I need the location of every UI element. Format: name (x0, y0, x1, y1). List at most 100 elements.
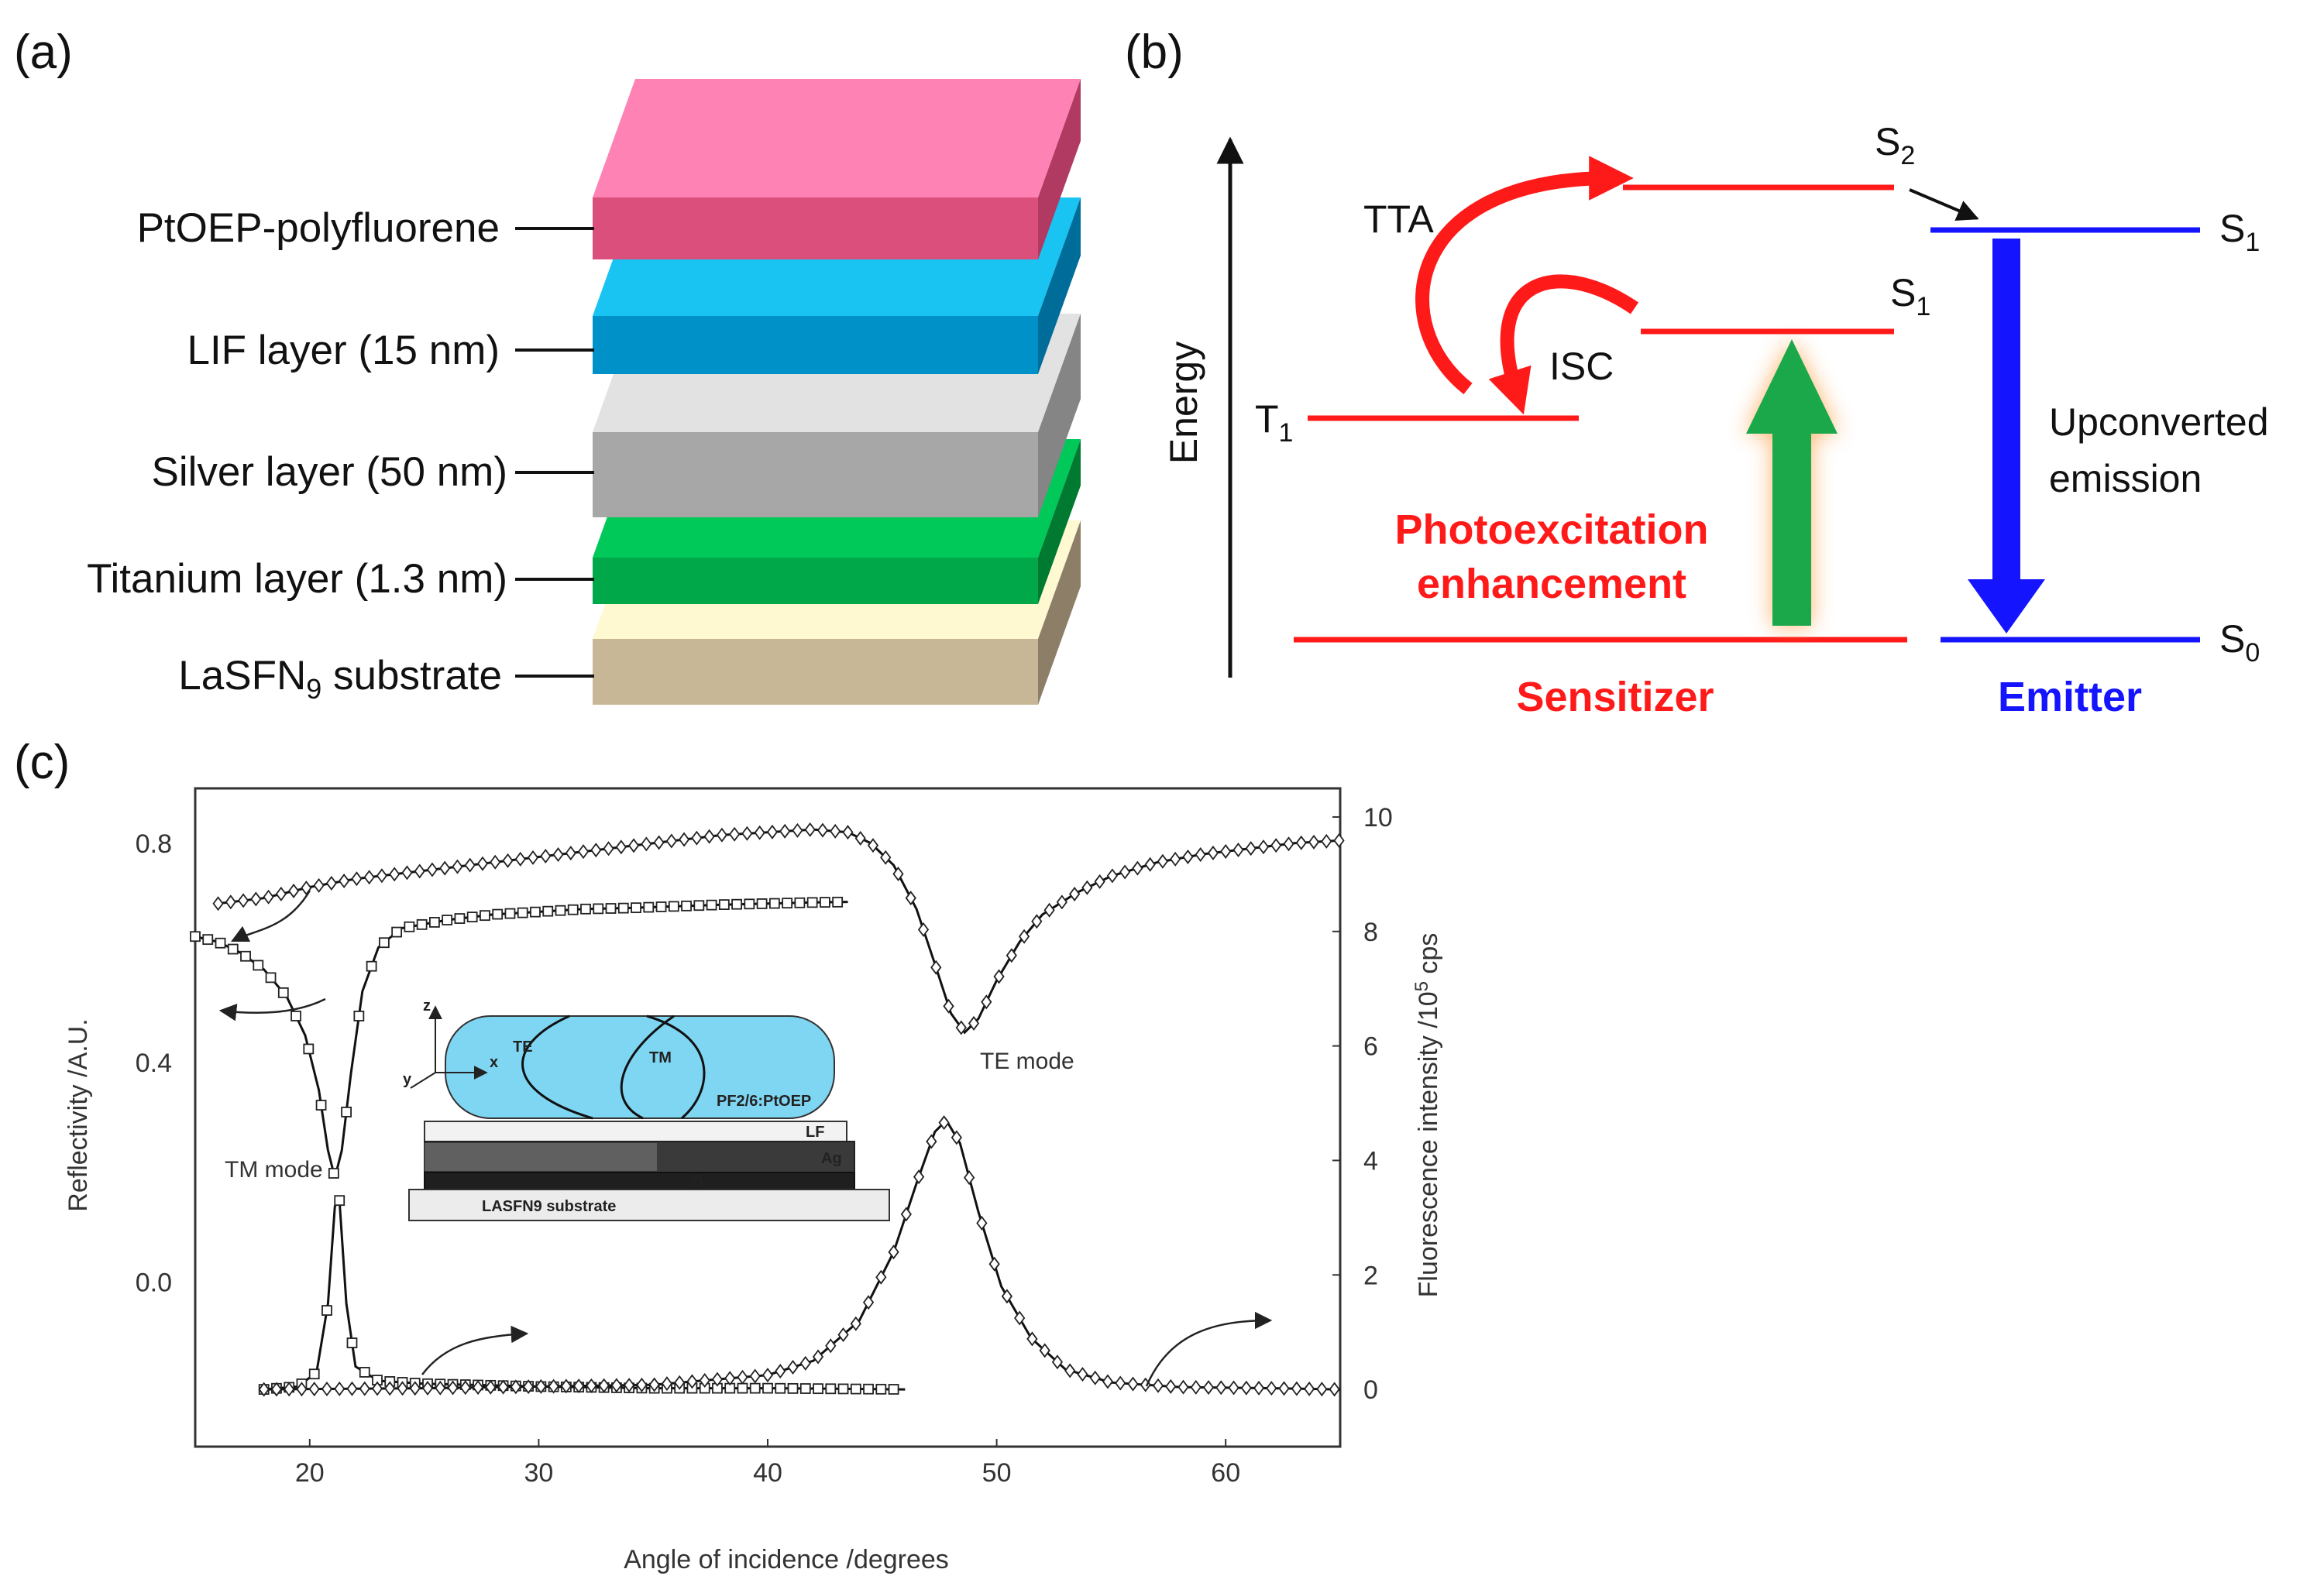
te-reflectivity-point (892, 867, 904, 881)
inset-y-axis (410, 1072, 436, 1089)
te-reflectivity-point (930, 960, 942, 975)
te-reflectivity-point (287, 883, 300, 898)
te-reflectivity-point (1207, 845, 1219, 860)
series-tm-reflectivity (190, 896, 848, 1179)
te-fluorescence-point (447, 1380, 459, 1396)
te-reflectivity-point (842, 825, 854, 840)
right-axis-title: Fluorescence intensity /105 cps (1411, 933, 1443, 1298)
te-fluorescence-point (787, 1359, 799, 1375)
tm-reflectivity-point (567, 904, 579, 915)
te-reflectivity-point (854, 830, 866, 846)
te-reflectivity-point (1119, 864, 1131, 880)
te-reflectivity-point (1006, 948, 1017, 963)
te-reflectivity-point (514, 851, 526, 867)
tm-reflectivity-point (190, 931, 201, 942)
tm-reflectivity-point (429, 917, 440, 928)
panel-c-label: (c) (14, 736, 70, 789)
te-reflectivity-point (476, 856, 489, 871)
te-reflectivity-point (691, 830, 703, 846)
tm-reflectivity-point (378, 937, 390, 949)
tm-fluorescence-point (813, 1383, 823, 1395)
te-fluorescence-point (674, 1375, 686, 1390)
te-reflectivity-point (490, 854, 501, 870)
left-tick-label: 0.0 (136, 1269, 172, 1298)
te-fluorescence-point (761, 1368, 774, 1383)
te-fluorescence-point (775, 1364, 786, 1379)
te-fluorescence-point (1051, 1354, 1064, 1370)
te-fluorescence-point (938, 1115, 950, 1131)
te-reflectivity-point (1170, 851, 1181, 867)
te-fluorescence-point (334, 1381, 346, 1396)
te-fluorescence-point (913, 1169, 925, 1185)
tm-fluorescence-point (799, 1383, 811, 1394)
te-fluorescence-point (862, 1295, 875, 1310)
tm-reflectivity-point (782, 898, 793, 909)
te-fluorescence-point (648, 1377, 660, 1392)
te-fluorescence-point (636, 1377, 648, 1392)
te-reflectivity-point (627, 838, 640, 853)
tm-reflectivity-point (605, 903, 617, 914)
tm-reflectivity-point (504, 908, 516, 919)
inset-polymer-layer (445, 1015, 835, 1119)
layer-label-lif: LIF layer (15 nm) (187, 328, 500, 373)
te-reflectivity-point (225, 894, 236, 910)
te-fluorescence-point (825, 1338, 837, 1354)
te-reflectivity-point (1144, 857, 1156, 872)
tm-reflectivity-point (555, 905, 566, 916)
te-reflectivity-point (917, 922, 930, 937)
tm-reflectivity-point (617, 902, 629, 914)
series-layer (190, 822, 1345, 1397)
te-fluorescence-point (711, 1372, 724, 1387)
te-reflectivity-point (641, 836, 652, 852)
left-axis-title: Reflectivity /A.U. (64, 1018, 93, 1211)
te-reflectivity-point (502, 853, 514, 868)
right-tick-label: 10 (1363, 803, 1393, 833)
panel-a: (a) PtOEP (14, 26, 1081, 705)
te-fluorescence-point (573, 1378, 585, 1394)
te-reflectivity-point (1106, 868, 1119, 884)
te-reflectivity-point (263, 889, 274, 905)
te-reflectivity-point (716, 827, 728, 843)
te-reflectivity-point (1081, 880, 1093, 895)
tm-fluorescence-point (775, 1382, 786, 1394)
te-fluorescence-point (661, 1376, 673, 1392)
te-fluorescence-point (321, 1382, 333, 1397)
te-reflectivity-point (439, 860, 451, 876)
te-reflectivity-point (615, 839, 627, 855)
te-fluorescence-point (258, 1382, 270, 1397)
tm-reflectivity-point (240, 950, 251, 962)
te-fluorescence-point (850, 1316, 861, 1331)
tm-reflectivity-point (681, 900, 692, 912)
inset-layer-label: PF2/6:PtOEP (717, 1093, 811, 1110)
inset-tm-label: TM (649, 1049, 672, 1066)
photoexcitation-arrow (1746, 339, 1838, 626)
te-fluorescence-point (812, 1349, 824, 1365)
te-reflectivity-point (426, 862, 438, 877)
te-reflectivity-point (1321, 833, 1332, 849)
tm-reflectivity-point (530, 906, 541, 918)
inset-y-label: y (403, 1071, 412, 1088)
te-fluorescence-point (1215, 1380, 1227, 1396)
te-reflectivity-point (703, 829, 715, 844)
te-reflectivity-point (1283, 836, 1294, 852)
te-mode-label: TE mode (980, 1049, 1074, 1074)
te-fluorescence-point (1228, 1380, 1239, 1396)
emission-arrow (1968, 239, 2045, 633)
tm-reflectivity-point (693, 900, 705, 912)
te-reflectivity-point (779, 823, 791, 839)
te-reflectivity-point (1132, 860, 1143, 876)
te-reflectivity-point (540, 848, 552, 863)
te-reflectivity-point (1232, 843, 1244, 858)
tm-mode-label: TM mode (225, 1157, 323, 1183)
te-reflectivity-point (389, 867, 401, 882)
pointer-arrow-right (421, 1325, 529, 1375)
tm-fluorescence-point (334, 1195, 346, 1207)
te-fluorescence-point (888, 1245, 899, 1260)
te-reflectivity-point (363, 870, 375, 885)
te-fluorescence-point (472, 1380, 484, 1396)
te-reflectivity-point (401, 865, 413, 881)
te-fluorescence-point (1165, 1378, 1177, 1394)
tm-reflectivity-point (253, 960, 264, 971)
tm-reflectivity-point (366, 960, 377, 972)
te-reflectivity-point (414, 863, 425, 879)
